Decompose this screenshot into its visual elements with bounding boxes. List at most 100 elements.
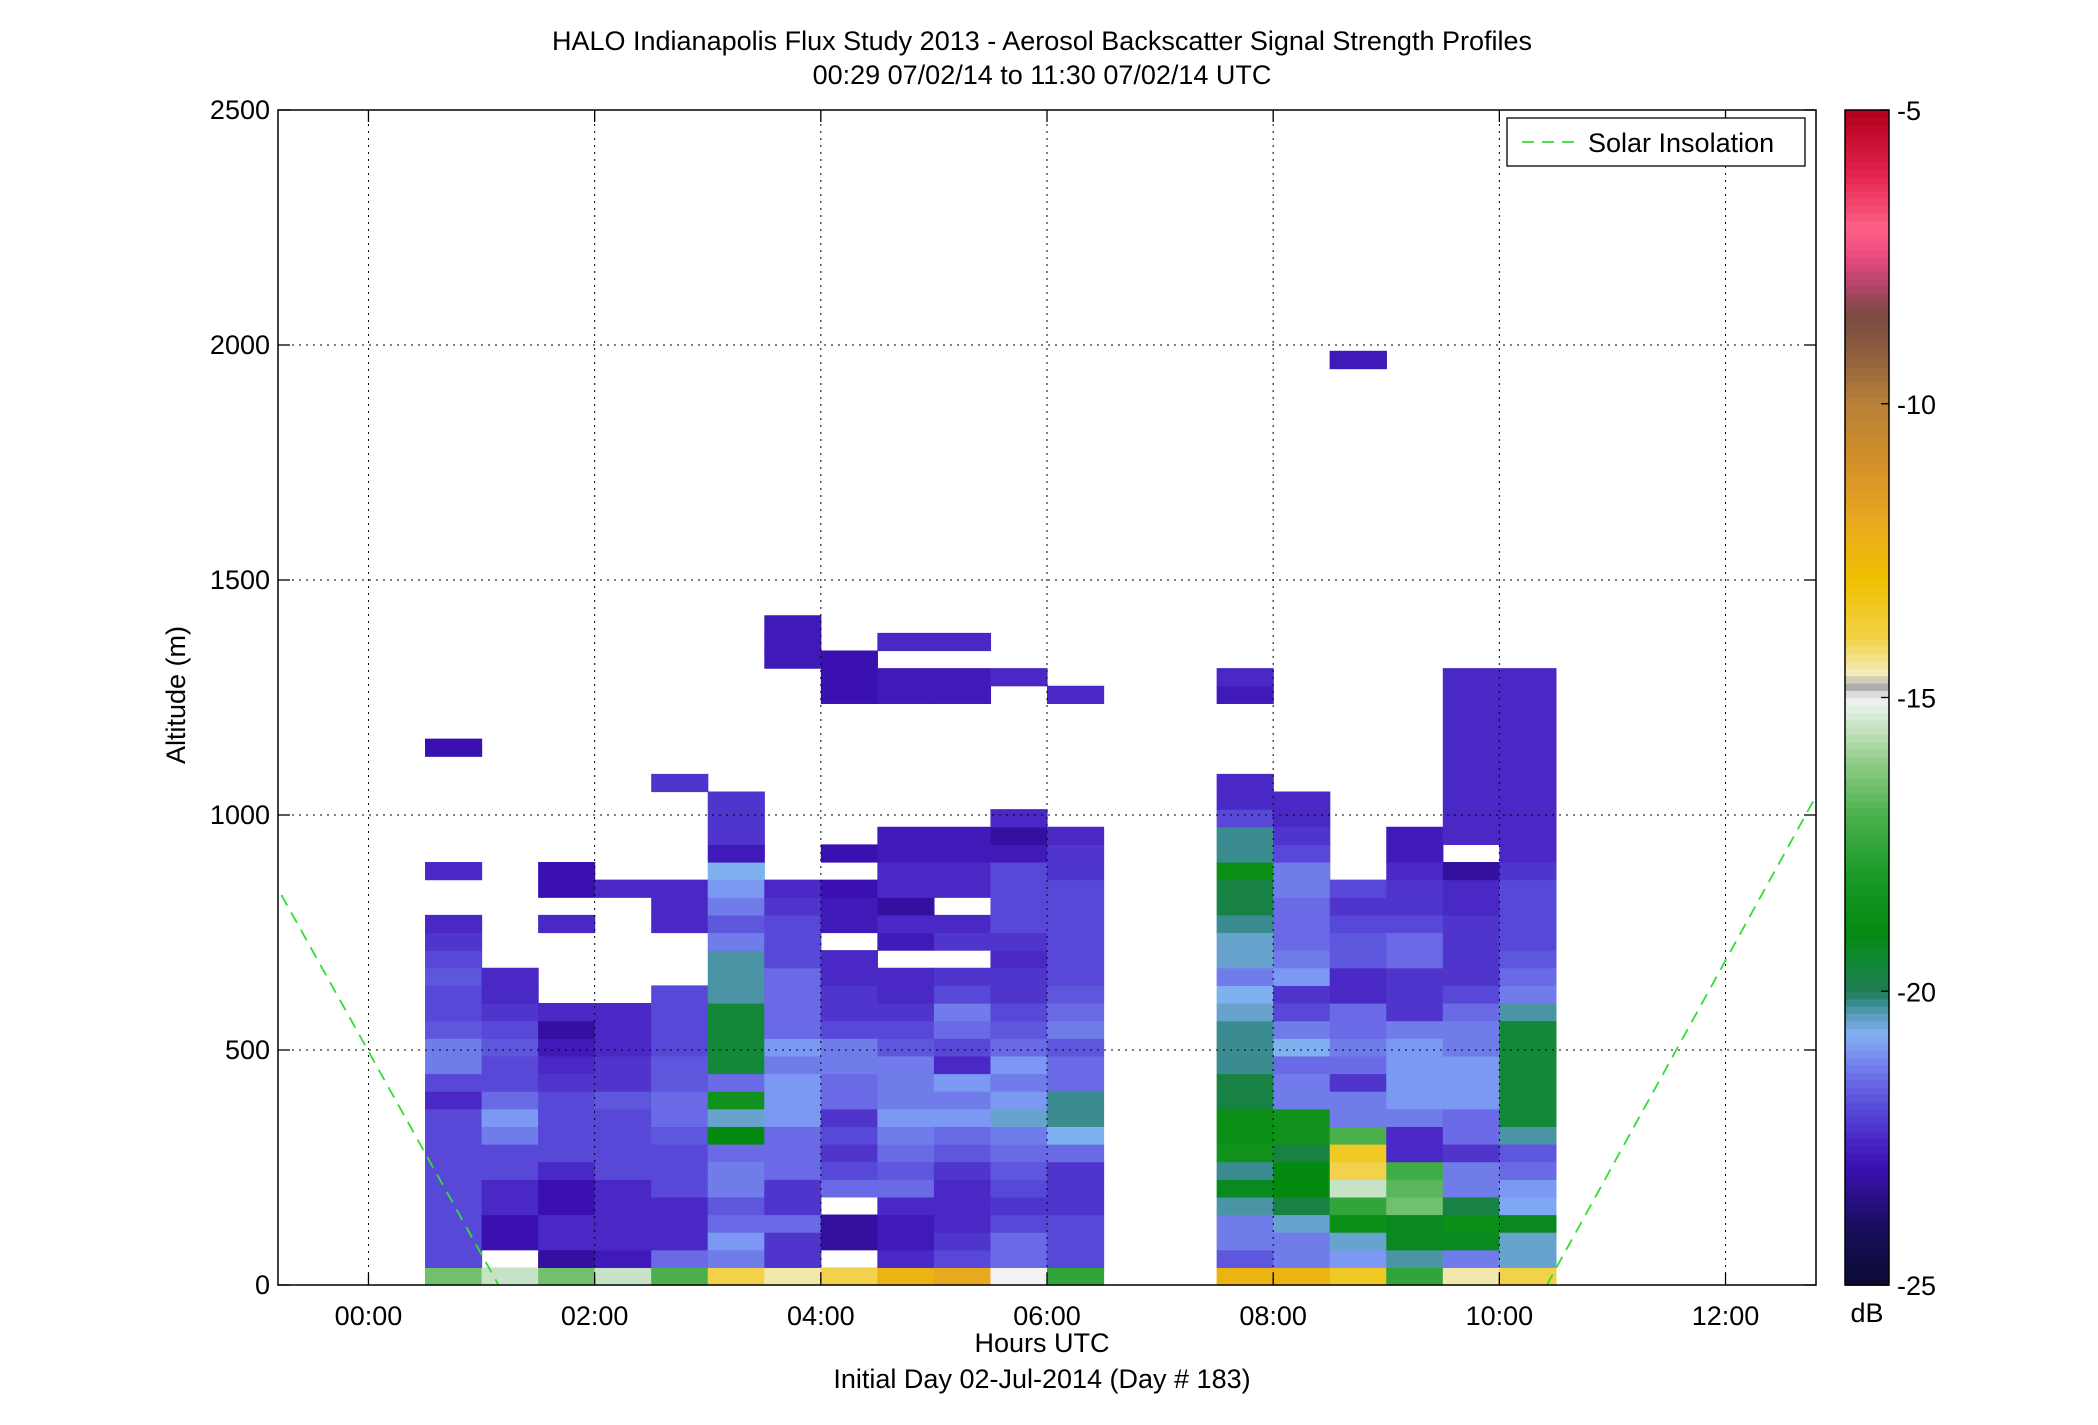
heatmap-cell [764,1179,822,1198]
heatmap-cell [425,738,483,757]
colorbar-segment [1845,124,1889,133]
heatmap-cell [594,1214,652,1233]
colorbar-segment [1845,881,1889,890]
heatmap-cell [1499,1267,1557,1286]
heatmap-cell [425,1196,483,1216]
heatmap-cell [933,967,992,986]
heatmap-cell [1329,897,1387,916]
heatmap-cell [1329,1073,1387,1092]
heatmap-cell [877,844,935,863]
heatmap-cell [820,844,878,863]
heatmap-cell [820,1267,878,1286]
colorbar-segment [1845,807,1889,816]
heatmap-cell [1273,1003,1331,1022]
heatmap-cell [1499,1003,1557,1022]
heatmap-cell [1216,950,1274,969]
heatmap-cell [1442,1144,1500,1163]
heatmap-cell [1499,932,1557,951]
heatmap-cell [1273,1038,1331,1057]
heatmap-cell [1499,844,1557,863]
colorbar-segment [1845,1108,1889,1117]
colorbar-label: dB [1850,1298,1883,1328]
colorbar-segment [1845,565,1889,574]
heatmap-cell [1442,1020,1500,1039]
heatmap-cell [1329,1196,1387,1216]
heatmap-cell [820,1108,878,1127]
heatmap-cell [933,1003,992,1022]
heatmap-cell [877,1091,935,1110]
heatmap-cell [481,1214,539,1233]
colorbar-segment [1845,1182,1889,1191]
heatmap-cell [651,1144,709,1163]
heatmap-cell [707,862,765,881]
heatmap-cell [651,1267,709,1286]
heatmap-cell [933,914,992,934]
heatmap-cell [538,1108,596,1127]
colorbar-segment [1845,594,1889,603]
heatmap-cell [1047,685,1105,704]
colorbar-segment [1845,1072,1889,1081]
colorbar-segment [1845,271,1889,280]
colorbar-segment [1845,477,1889,486]
heatmap-cell [1047,932,1105,951]
heatmap-cell [1329,914,1387,934]
heatmap-cell [764,615,822,634]
colorbar-segment [1845,242,1889,251]
heatmap-cell [1329,1091,1387,1110]
heatmap-cell [1442,1179,1500,1198]
heatmap-cell [933,1108,992,1127]
heatmap-cell [764,1003,822,1022]
heatmap-cell [1047,1249,1105,1268]
heatmap-cell [425,1055,483,1075]
heatmap-cell [481,985,539,1004]
heatmap-cell [877,1144,935,1163]
heatmap-cell [1442,1055,1500,1075]
colorbar-segment [1845,521,1889,530]
heatmap-cell [1442,862,1500,881]
heatmap-cell [425,1161,483,1180]
solar-insolation-lines [280,795,1817,1286]
heatmap-cell [1442,1249,1500,1268]
heatmap-cell [764,1161,822,1180]
heatmap-cell [764,1232,822,1251]
heatmap-cell [1329,932,1387,951]
heatmap-cell [1047,1144,1105,1163]
heatmap-cell [1386,1073,1444,1092]
heatmap-cell [820,1055,878,1075]
heatmap-cell [538,1073,596,1092]
heatmap-cell [1499,1196,1557,1216]
colorbar-segment [1845,1262,1889,1272]
heatmap-cell [1499,1232,1557,1251]
colorbar-segment [1845,440,1889,449]
heatmap-cell [538,1038,596,1057]
heatmap-cell [1216,1020,1274,1039]
heatmap-cell [1386,1038,1444,1057]
colorbar-segment [1845,300,1889,310]
heatmap-cell [1047,1003,1105,1022]
heatmap-cell [1329,1144,1387,1163]
heatmap-cell [707,879,765,898]
heatmap-cell [764,914,822,934]
colorbar-segment [1845,110,1889,119]
heatmap-cell [933,1038,992,1057]
heatmap-cell [1386,1249,1444,1268]
heatmap-cell [707,1055,765,1075]
heatmap-cell [538,879,596,898]
heatmap-cell [820,668,878,687]
heatmap-cell [481,1144,539,1163]
heatmap-cell [764,1249,822,1268]
colorbar-segment [1845,873,1889,882]
colorbar-segment [1845,829,1889,838]
heatmap-cell [1216,826,1274,845]
heatmap-cell [820,1126,878,1145]
heatmap-cell [707,1038,765,1057]
heatmap-cell [594,1179,652,1198]
heatmap-cell [707,1144,765,1163]
heatmap-cell [1442,738,1500,757]
heatmap-cell [990,932,1048,951]
heatmap-cell [538,1055,596,1075]
heatmap-cell [1442,685,1500,704]
colorbar-tick-label: -5 [1897,96,1921,126]
heatmap-cell [481,1108,539,1127]
heatmap-cell [933,1249,992,1268]
